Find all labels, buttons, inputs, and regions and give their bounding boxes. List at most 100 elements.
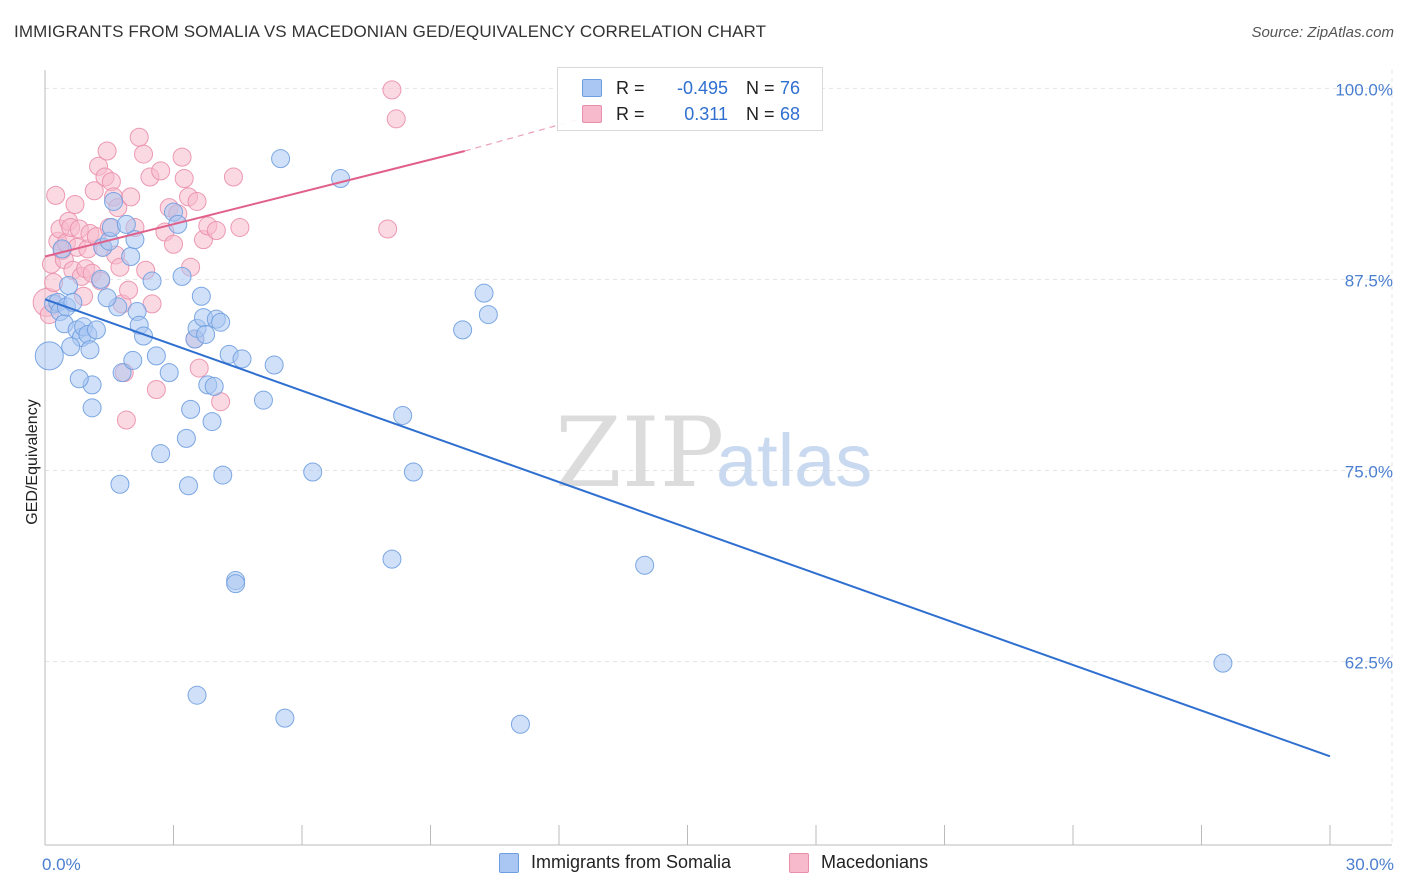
watermark-atlas: atlas [716, 419, 872, 502]
macedonian-point [386, 109, 406, 129]
n-label: N = [746, 103, 775, 124]
somalia-point [275, 708, 295, 728]
somalia-point [112, 363, 132, 383]
somalia-point [172, 266, 192, 286]
macedonian-point [206, 221, 226, 241]
legend-row-macedonians: R = 0.311 N = 68 [582, 102, 800, 126]
somalia-point [1213, 653, 1233, 673]
source-label: Source: ZipAtlas.com [1251, 24, 1394, 41]
somalia-point [264, 355, 284, 375]
n-value: 68 [780, 103, 801, 124]
macedonian-point [121, 187, 141, 207]
somalia-point [123, 350, 143, 370]
y-tick-label: 75.0% [1345, 462, 1393, 481]
somalia-point [61, 337, 81, 357]
somalia-point [59, 276, 79, 296]
somalia-point [474, 283, 494, 303]
macedonian-point [84, 181, 104, 201]
n-label: N = [746, 77, 775, 98]
r-value: -0.495 [676, 77, 728, 98]
macedonian-point [164, 234, 183, 254]
macedonian-point [142, 294, 162, 314]
axes [44, 70, 1392, 846]
legend-label-somalia: Immigrants from Somalia [531, 852, 732, 872]
somalia-point [134, 326, 154, 346]
y-axis-label: GED/Equivalency [24, 399, 41, 524]
somalia-point [69, 369, 89, 389]
macedonian-point [65, 195, 85, 215]
legend-swatch-macedonians [582, 105, 602, 123]
somalia-point [178, 476, 198, 496]
somalia-point [52, 239, 72, 259]
macedonian-point [230, 217, 250, 237]
somalia-point [213, 465, 233, 485]
legend-swatch-somalia [582, 79, 602, 97]
y-tick-label: 100.0% [1335, 80, 1393, 99]
macedonians-trend-line [44, 150, 466, 258]
somalia-point [478, 305, 498, 325]
somalia-point [403, 462, 423, 482]
watermark-zip: ZIP [555, 397, 724, 509]
somalia-point [159, 363, 179, 383]
somalia-point [226, 574, 246, 594]
tick-labels: 100.0% 87.5% 75.0% 62.5% 0.0% 30.0% [42, 80, 1394, 874]
macedonian-point [378, 219, 398, 239]
somalia-point [510, 714, 530, 734]
y-tick-label: 87.5% [1345, 271, 1393, 290]
somalia-point [151, 444, 171, 464]
macedonian-point [172, 147, 192, 167]
somalia-point [253, 390, 273, 410]
somalia-point [34, 341, 64, 371]
somalia-points [34, 149, 1233, 734]
x-tick-label: 0.0% [42, 855, 81, 874]
r-label: R = [616, 77, 645, 98]
macedonian-point [382, 80, 402, 100]
somalia-point [635, 555, 655, 575]
macedonian-point [129, 127, 149, 147]
somalia-point [191, 286, 211, 306]
legend-item-macedonians[interactable]: Macedonians [789, 852, 928, 873]
somalia-point [146, 346, 166, 366]
macedonian-point [46, 185, 66, 205]
macedonian-point [134, 144, 154, 164]
chart-title: IMMIGRANTS FROM SOMALIA VS MACEDONIAN GE… [14, 22, 767, 41]
macedonian-point [174, 169, 194, 189]
somalia-point [382, 549, 402, 569]
watermark: ZIP atlas [555, 397, 872, 509]
legend-swatch-macedonians [789, 852, 809, 873]
somalia-trend-line [44, 298, 1331, 758]
somalia-point [110, 474, 130, 494]
macedonian-point [223, 167, 243, 187]
legend-stats: R = -0.495 N = 76 R = 0.311 N = 68 [557, 67, 823, 131]
somalia-point [211, 312, 231, 332]
somalia-point [181, 399, 201, 419]
somalia-point [82, 398, 102, 418]
somalia-point [393, 405, 413, 425]
somalia-point [202, 412, 222, 432]
somalia-point [187, 685, 207, 705]
macedonian-point [119, 280, 139, 300]
legend-series: Immigrants from Somalia Macedonians [0, 850, 1406, 880]
somalia-point [232, 349, 252, 369]
legend-label-macedonians: Macedonians [821, 852, 929, 872]
macedonian-point [151, 161, 171, 181]
legend-item-somalia[interactable]: Immigrants from Somalia [499, 852, 731, 873]
somalia-point [104, 191, 124, 211]
macedonian-point [187, 191, 207, 211]
r-label: R = [616, 103, 645, 124]
macedonian-point [97, 141, 117, 161]
somalia-point [453, 320, 473, 340]
somalia-point [196, 324, 216, 344]
somalia-point [204, 376, 224, 396]
macedonian-point [189, 358, 209, 378]
somalia-point [142, 271, 162, 291]
somalia-point [91, 269, 111, 289]
legend-swatch-somalia [499, 852, 519, 873]
x-tick-label: 30.0% [1346, 855, 1394, 874]
somalia-point [176, 428, 196, 448]
somalia-point [116, 214, 136, 234]
legend-row-somalia: R = -0.495 N = 76 [582, 76, 800, 100]
somalia-point [121, 246, 141, 266]
r-value: 0.311 [684, 103, 728, 124]
